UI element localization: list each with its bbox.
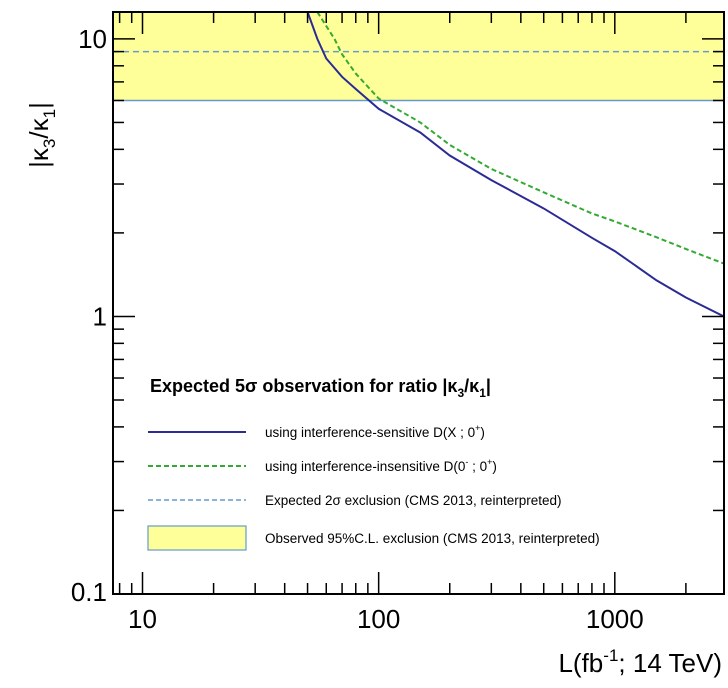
y-tick-label: 10 (78, 24, 107, 54)
tick-labels: 10 100 1000 0.1 1 10 (71, 24, 644, 634)
band-observed (113, 12, 724, 101)
plot-background (113, 12, 724, 594)
legend-label-observed: Observed 95%C.L. exclusion (CMS 2013, re… (265, 531, 600, 546)
x-tick-label: 100 (357, 604, 400, 634)
y-axis-title: |κ3/κ1| (24, 102, 59, 168)
exclusion-bands (113, 12, 724, 102)
legend-label-expected: Expected 2σ exclusion (CMS 2013, reinter… (265, 493, 561, 508)
series-insensitive (316, 12, 724, 265)
y-tick-label: 0.1 (71, 577, 107, 607)
legend: Expected 5σ observation for ratio |κ3/κ1… (147, 376, 600, 551)
series-sensitive (306, 12, 724, 318)
legend-label-insensitive: using interference-insensitive D(0- ; 0+… (265, 457, 497, 474)
legend-swatch-observed (147, 525, 247, 551)
plot-frame (112, 11, 725, 595)
legend-label-sensitive: using interference-sensitive D(X ; 0+) (265, 423, 485, 440)
series-lines (306, 12, 724, 318)
y-tick-label: 1 (93, 301, 107, 331)
x-tick-label: 10 (128, 604, 157, 634)
axis-ticks (113, 12, 724, 595)
x-tick-label: 1000 (586, 604, 644, 634)
legend-title: Expected 5σ observation for ratio |κ3/κ1… (150, 376, 491, 400)
x-axis-title: L(fb-1; 14 TeV) (558, 646, 722, 678)
